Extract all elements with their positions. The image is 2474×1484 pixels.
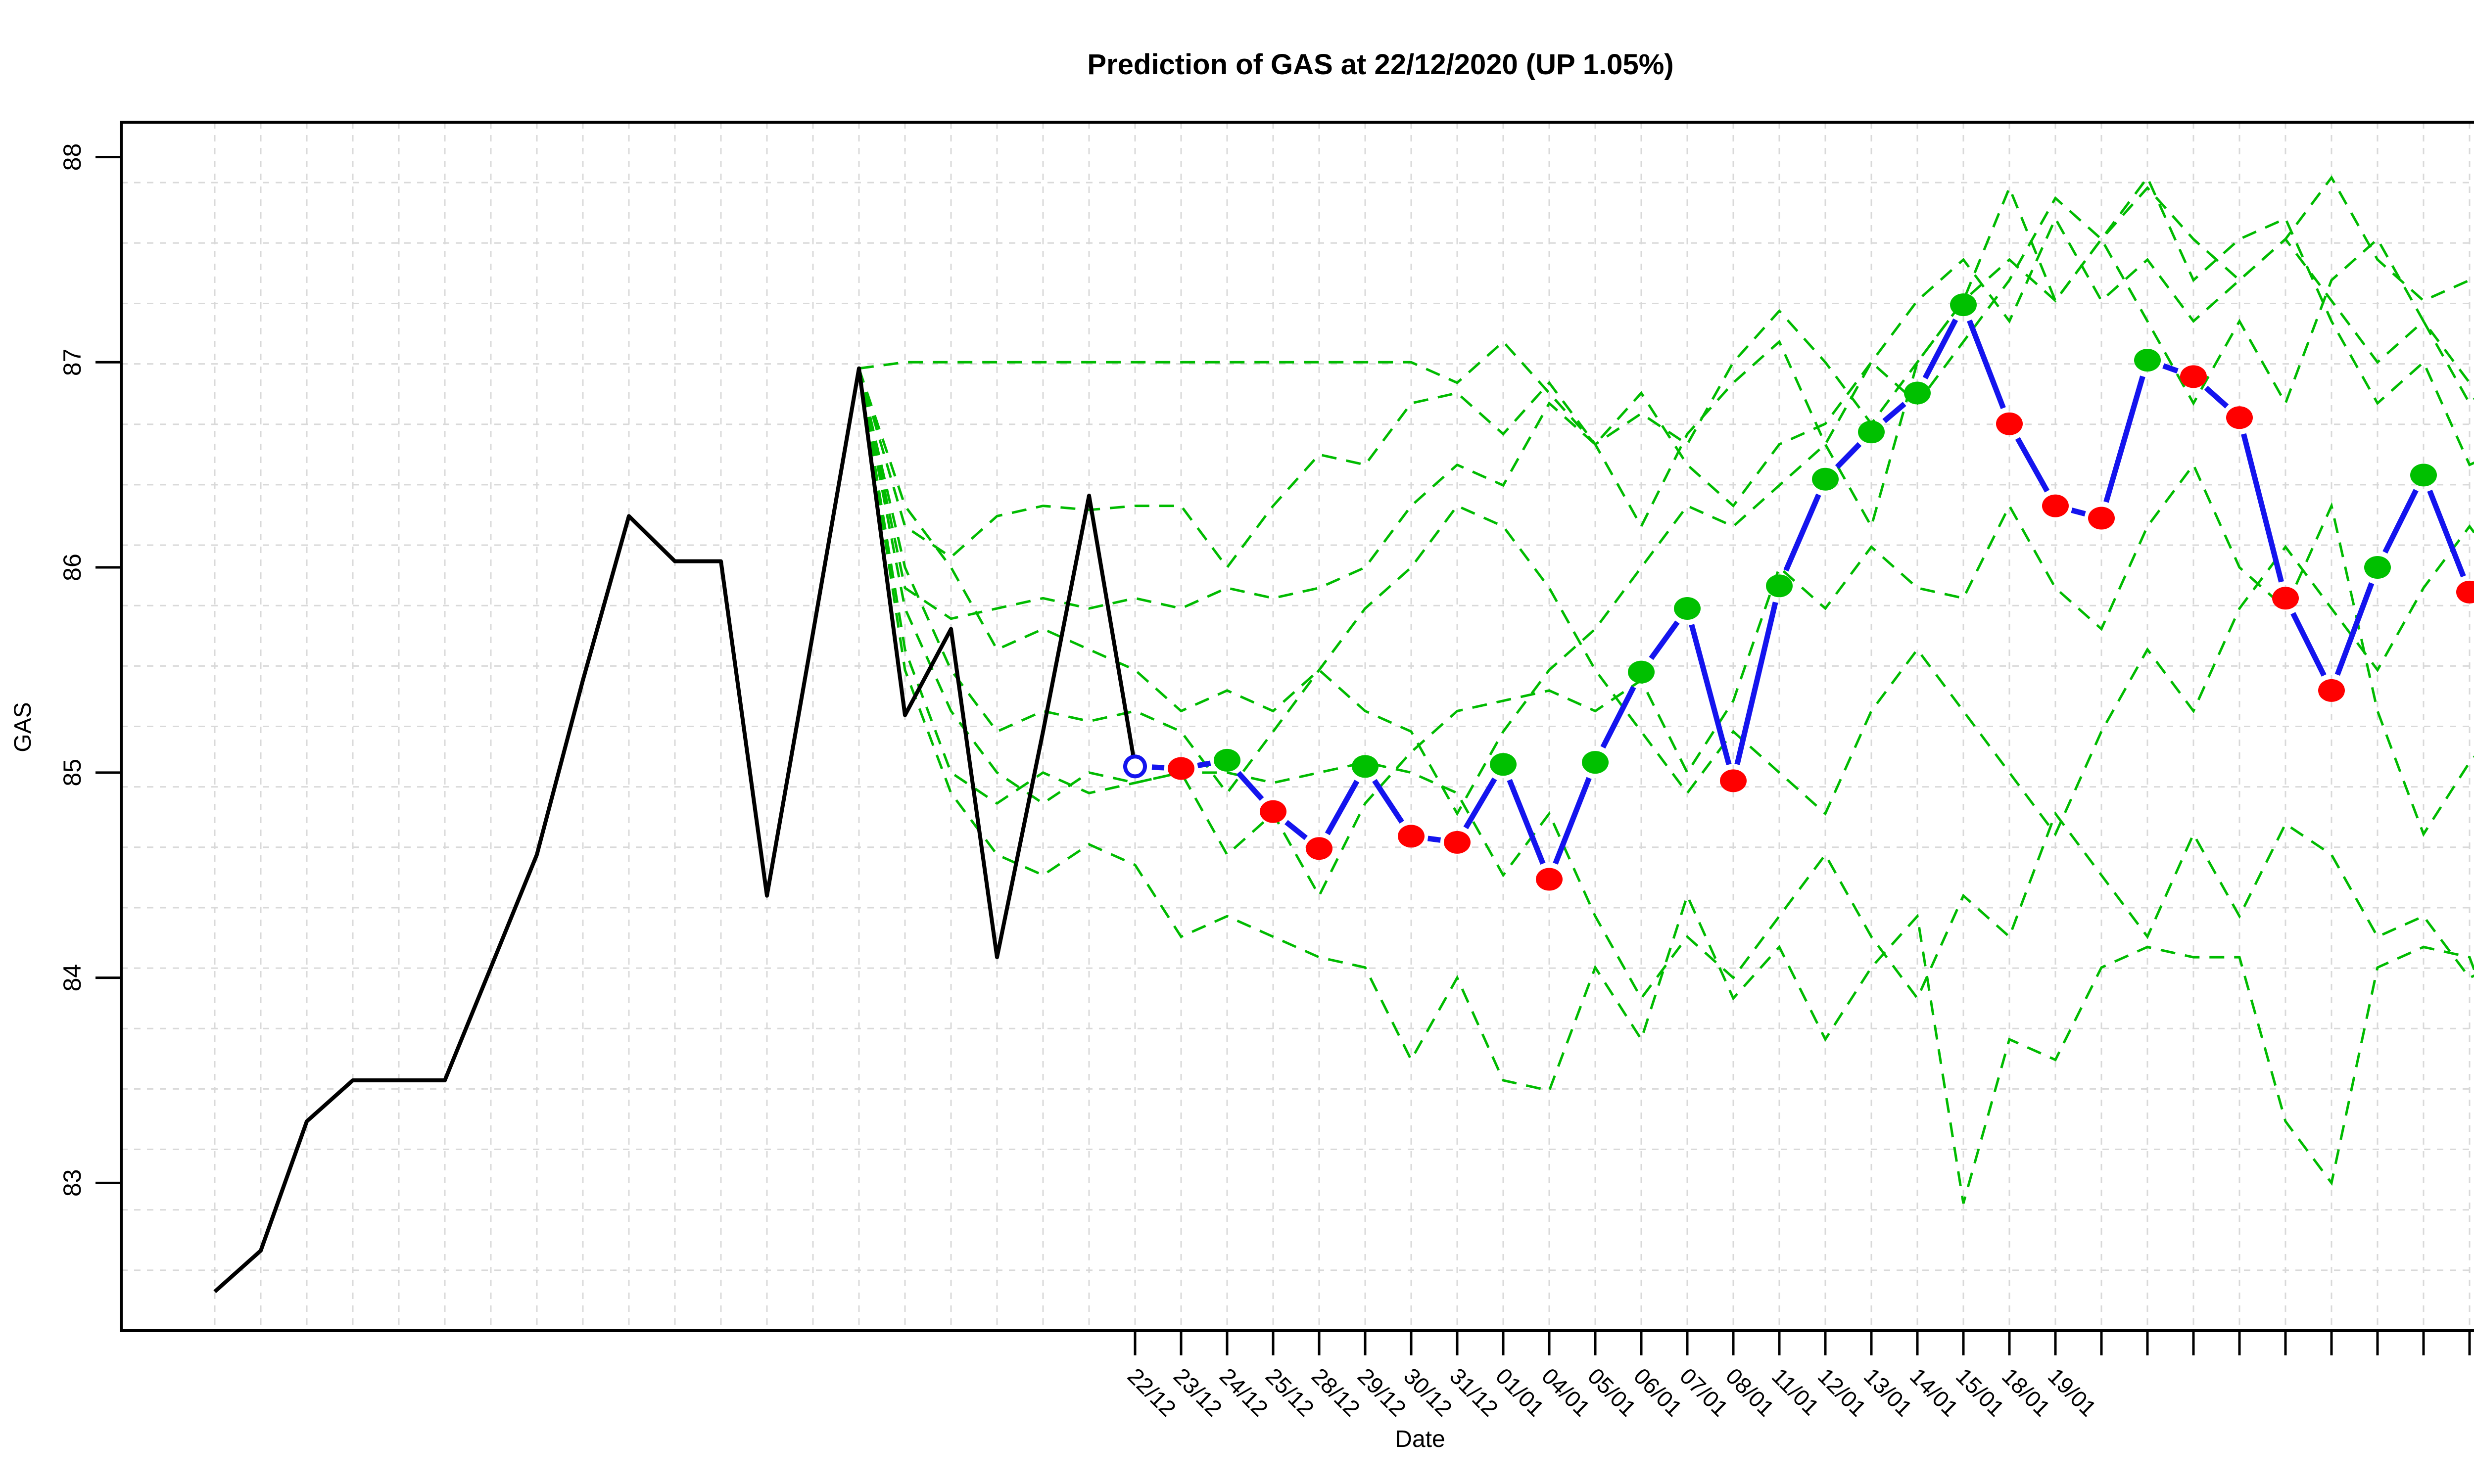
simulation-5 [857, 368, 2474, 1204]
historical-line [213, 366, 1137, 1294]
prediction-up-marker [1352, 755, 1379, 778]
simulation-8 [857, 368, 2474, 837]
x-tick-label: 05/01 [1583, 1363, 1641, 1421]
x-tick-label: 12/01 [1813, 1363, 1871, 1421]
prediction-up-marker [2134, 349, 2161, 372]
x-tick-label: 13/01 [1859, 1363, 1917, 1421]
axes-and-box [120, 121, 2474, 1332]
x-tick-label: 04/01 [1537, 1363, 1595, 1421]
prediction-down-marker [1398, 825, 1425, 848]
x-tick-label: 11/01 [1767, 1363, 1824, 1420]
prediction-up-marker [1582, 751, 1609, 774]
x-tick-label: 06/01 [1629, 1363, 1687, 1421]
x-tick-label: 07/01 [1675, 1363, 1733, 1421]
x-tick-label: 22/12 [1123, 1363, 1181, 1421]
prediction-markers [1123, 293, 2474, 891]
axis-ticks [95, 156, 2471, 1355]
x-tick-label: 23/12 [1169, 1363, 1227, 1421]
simulation-3 [857, 216, 2474, 620]
x-axis-title: Date [1395, 1426, 1445, 1452]
prediction-up-marker [1950, 293, 1977, 317]
prediction-up-marker [1766, 574, 1793, 598]
simulation-4 [857, 368, 2474, 1001]
grid-lines [121, 122, 2474, 1331]
x-tick-label: 25/12 [1261, 1363, 1319, 1421]
y-tick-label: 86 [58, 554, 86, 581]
x-tick-label: 01/01 [1491, 1363, 1549, 1421]
prediction-up-marker [1214, 748, 1240, 772]
prediction-up-marker [1490, 753, 1517, 776]
x-tick-label: 08/01 [1721, 1363, 1779, 1421]
prediction-down-marker [1260, 800, 1286, 823]
prediction-down-marker [1444, 831, 1471, 854]
prediction-up-marker [1674, 597, 1701, 620]
prediction-down-marker [2042, 494, 2069, 517]
chart-title: Prediction of GAS at 22/12/2020 (UP 1.05… [1087, 48, 1673, 81]
prediction-down-marker [2272, 587, 2299, 610]
x-tick-label: 24/12 [1215, 1363, 1273, 1421]
x-tick-label: 28/12 [1307, 1363, 1365, 1421]
prediction-down-marker [1168, 757, 1194, 780]
prediction-down-marker [1536, 868, 1563, 891]
titles: Prediction of GAS at 22/12/2020 (UP 1.05… [10, 48, 1674, 1452]
prediction-down-marker [1996, 412, 2023, 435]
y-tick-label: 84 [58, 964, 86, 992]
prediction-up-marker [1812, 467, 1839, 491]
prediction-down-marker [2318, 679, 2345, 702]
y-tick-label: 88 [58, 143, 86, 171]
prediction-origin-marker [1123, 754, 1147, 779]
x-tick-label: 14/01 [1905, 1363, 1963, 1421]
x-tick-label: 19/01 [2043, 1363, 2101, 1421]
prediction-up-marker [2410, 464, 2437, 487]
x-tick-label: 29/12 [1353, 1363, 1411, 1421]
prediction-down-marker [2180, 365, 2207, 388]
prediction-down-marker [2456, 580, 2474, 603]
prediction-up-marker [2364, 556, 2391, 579]
x-tick-label: 18/01 [1997, 1363, 2055, 1421]
y-axis-title: GAS [10, 702, 36, 752]
y-tick-label: 87 [58, 348, 86, 376]
y-tick-label: 85 [58, 759, 86, 787]
prediction-line [1151, 318, 2466, 865]
x-tick-label: 30/12 [1399, 1363, 1457, 1421]
simulation-6 [857, 368, 2474, 899]
prediction-up-marker [1858, 420, 1885, 444]
simulation-2 [857, 185, 2474, 570]
simulation-1 [858, 175, 2474, 446]
prediction-up-marker [1628, 660, 1655, 684]
prediction-up-marker [1904, 381, 1931, 405]
prediction-down-marker [2226, 406, 2253, 429]
y-tick-label: 83 [58, 1169, 86, 1197]
x-tick-label: 31/12 [1445, 1363, 1503, 1421]
prediction-down-marker [2088, 507, 2115, 530]
x-tick-label: 15/01 [1951, 1363, 2009, 1421]
prediction-down-marker [1306, 837, 1332, 860]
simulation-paths [857, 175, 2474, 1204]
axis-tick-labels: 83 84 85 86 87 88 22/1223/1224/1225/1228/1229/… [58, 143, 2101, 1422]
prediction-down-marker [1720, 769, 1747, 792]
